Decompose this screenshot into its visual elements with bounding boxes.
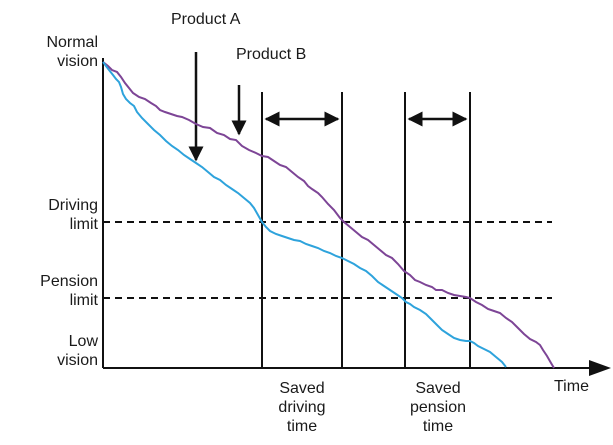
saved-driving-time-label: Saved driving time [278, 380, 326, 435]
product-a-label: Product A [171, 11, 241, 28]
saved-pension-time-label: Saved pension time [409, 380, 467, 435]
product-a-curve [102, 61, 507, 368]
product-b-curve [102, 61, 555, 369]
low-vision-label: Low vision [57, 333, 98, 369]
driving-limit-label: Driving limit [48, 197, 98, 233]
pension-limit-label: Pension limit [40, 273, 98, 309]
x-axis-arrowhead [589, 360, 611, 376]
normal-vision-label: Normal vision [46, 34, 98, 70]
product-b-label: Product B [236, 46, 307, 63]
time-axis-label: Time [554, 378, 589, 395]
